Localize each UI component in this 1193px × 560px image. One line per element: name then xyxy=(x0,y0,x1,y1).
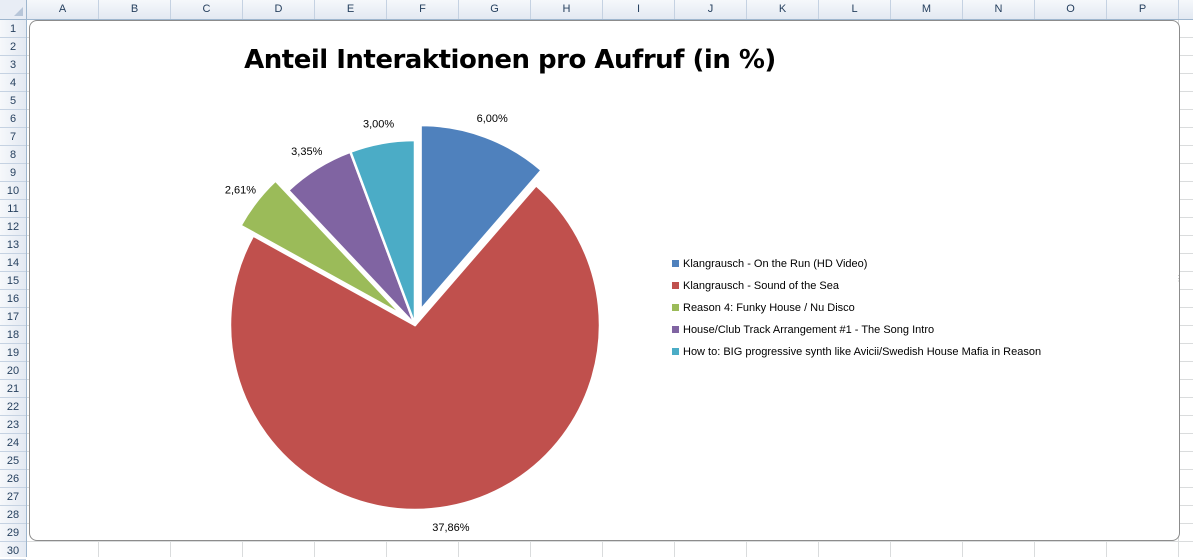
row-header-12[interactable]: 12 xyxy=(0,218,26,236)
column-header-b[interactable]: B xyxy=(99,0,171,19)
column-header-l[interactable]: L xyxy=(819,0,891,19)
row-header-27[interactable]: 27 xyxy=(0,488,26,506)
row-header-15[interactable]: 15 xyxy=(0,272,26,290)
legend-item: How to: BIG progressive synth like Avici… xyxy=(672,344,1041,366)
column-header-f[interactable]: F xyxy=(387,0,459,19)
row-header-8[interactable]: 8 xyxy=(0,146,26,164)
row-header-24[interactable]: 24 xyxy=(0,434,26,452)
chart-area[interactable]: ⋮ ···· xyxy=(29,20,1183,545)
data-label-1: 6,00% xyxy=(477,113,508,125)
data-label-4: 3,35% xyxy=(291,146,322,158)
row-header-3[interactable]: 3 xyxy=(0,56,26,74)
column-header-n[interactable]: N xyxy=(963,0,1035,19)
row-header-22[interactable]: 22 xyxy=(0,398,26,416)
data-label-5: 3,00% xyxy=(363,118,394,130)
chart-title: Anteil Interaktionen pro Aufruf (in %) xyxy=(244,45,776,75)
row-header-23[interactable]: 23 xyxy=(0,416,26,434)
legend-item: Reason 4: Funky House / Nu Disco xyxy=(672,300,1041,322)
column-header-d[interactable]: D xyxy=(243,0,315,19)
row-header-28[interactable]: 28 xyxy=(0,506,26,524)
legend-swatch xyxy=(672,304,679,311)
column-header-o[interactable]: O xyxy=(1035,0,1107,19)
row-header-10[interactable]: 10 xyxy=(0,182,26,200)
legend-swatch xyxy=(672,348,679,355)
legend-label: Reason 4: Funky House / Nu Disco xyxy=(683,302,855,314)
row-header-26[interactable]: 26 xyxy=(0,470,26,488)
row-header-19[interactable]: 19 xyxy=(0,344,26,362)
pie-slice-2[interactable] xyxy=(228,183,602,512)
legend-item: Klangrausch - On the Run (HD Video) xyxy=(672,256,1041,278)
row-header-29[interactable]: 29 xyxy=(0,524,26,542)
row-header-17[interactable]: 17 xyxy=(0,308,26,326)
row-header-9[interactable]: 9 xyxy=(0,164,26,182)
column-header-a[interactable]: A xyxy=(27,0,99,19)
chart-legend: Klangrausch - On the Run (HD Video) Klang… xyxy=(672,256,1041,366)
legend-item: House/Club Track Arrangement #1 - The So… xyxy=(672,322,1041,344)
legend-label: How to: BIG progressive synth like Avici… xyxy=(683,346,1042,358)
row-header-18[interactable]: 18 xyxy=(0,326,26,344)
column-header-j[interactable]: J xyxy=(675,0,747,19)
row-header-14[interactable]: 14 xyxy=(0,254,26,272)
legend-swatch xyxy=(672,282,679,289)
row-header-6[interactable]: 6 xyxy=(0,110,26,128)
column-header-i[interactable]: I xyxy=(603,0,675,19)
row-header-25[interactable]: 25 xyxy=(0,452,26,470)
row-header-1[interactable]: 1 xyxy=(0,20,26,38)
column-header-h[interactable]: H xyxy=(531,0,603,19)
legend-swatch xyxy=(672,260,679,267)
row-header-16[interactable]: 16 xyxy=(0,290,26,308)
pie-slice-3[interactable] xyxy=(239,179,404,317)
column-header-k[interactable]: K xyxy=(747,0,819,19)
legend-item: Klangrausch - Sound of the Sea xyxy=(672,278,1041,300)
row-header-13[interactable]: 13 xyxy=(0,236,26,254)
resize-handle-bottom[interactable]: ···· xyxy=(600,536,611,545)
column-header-g[interactable]: G xyxy=(459,0,531,19)
column-header-p[interactable]: P xyxy=(1107,0,1179,19)
row-header-4[interactable]: 4 xyxy=(0,74,26,92)
column-header-c[interactable]: C xyxy=(171,0,243,19)
row-header-20[interactable]: 20 xyxy=(0,362,26,380)
row-header-7[interactable]: 7 xyxy=(0,128,26,146)
row-headers: 1 2 3 4 5 6 7 8 9 10 11 12 13 14 15 16 17 18 19 20 21 22 23 24 2… xyxy=(0,20,27,560)
resize-handle-right[interactable]: ⋮ xyxy=(1175,274,1183,283)
legend-label: Klangrausch - Sound of the Sea xyxy=(683,280,839,292)
row-header-2[interactable]: 2 xyxy=(0,38,26,56)
column-header-m[interactable]: M xyxy=(891,0,963,19)
select-all-corner[interactable] xyxy=(0,0,27,20)
legend-swatch xyxy=(672,326,679,333)
legend-label: House/Club Track Arrangement #1 - The So… xyxy=(683,324,935,336)
pie-slice-1[interactable] xyxy=(419,123,543,312)
data-label-3: 2,61% xyxy=(225,184,256,196)
data-label-2: 37,86% xyxy=(432,522,470,534)
legend-label: Klangrausch - On the Run (HD Video) xyxy=(683,258,868,270)
column-header-e[interactable]: E xyxy=(315,0,387,19)
pie-slice-5[interactable] xyxy=(349,138,417,327)
row-header-21[interactable]: 21 xyxy=(0,380,26,398)
row-header-5[interactable]: 5 xyxy=(0,92,26,110)
row-header-11[interactable]: 11 xyxy=(0,200,26,218)
